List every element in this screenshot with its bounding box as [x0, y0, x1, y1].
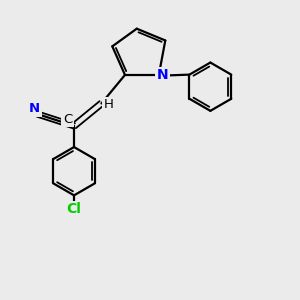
Text: N: N	[29, 102, 40, 115]
Text: Cl: Cl	[67, 202, 82, 217]
Text: N: N	[157, 68, 168, 82]
Text: H: H	[104, 98, 114, 111]
Text: C: C	[63, 113, 72, 126]
